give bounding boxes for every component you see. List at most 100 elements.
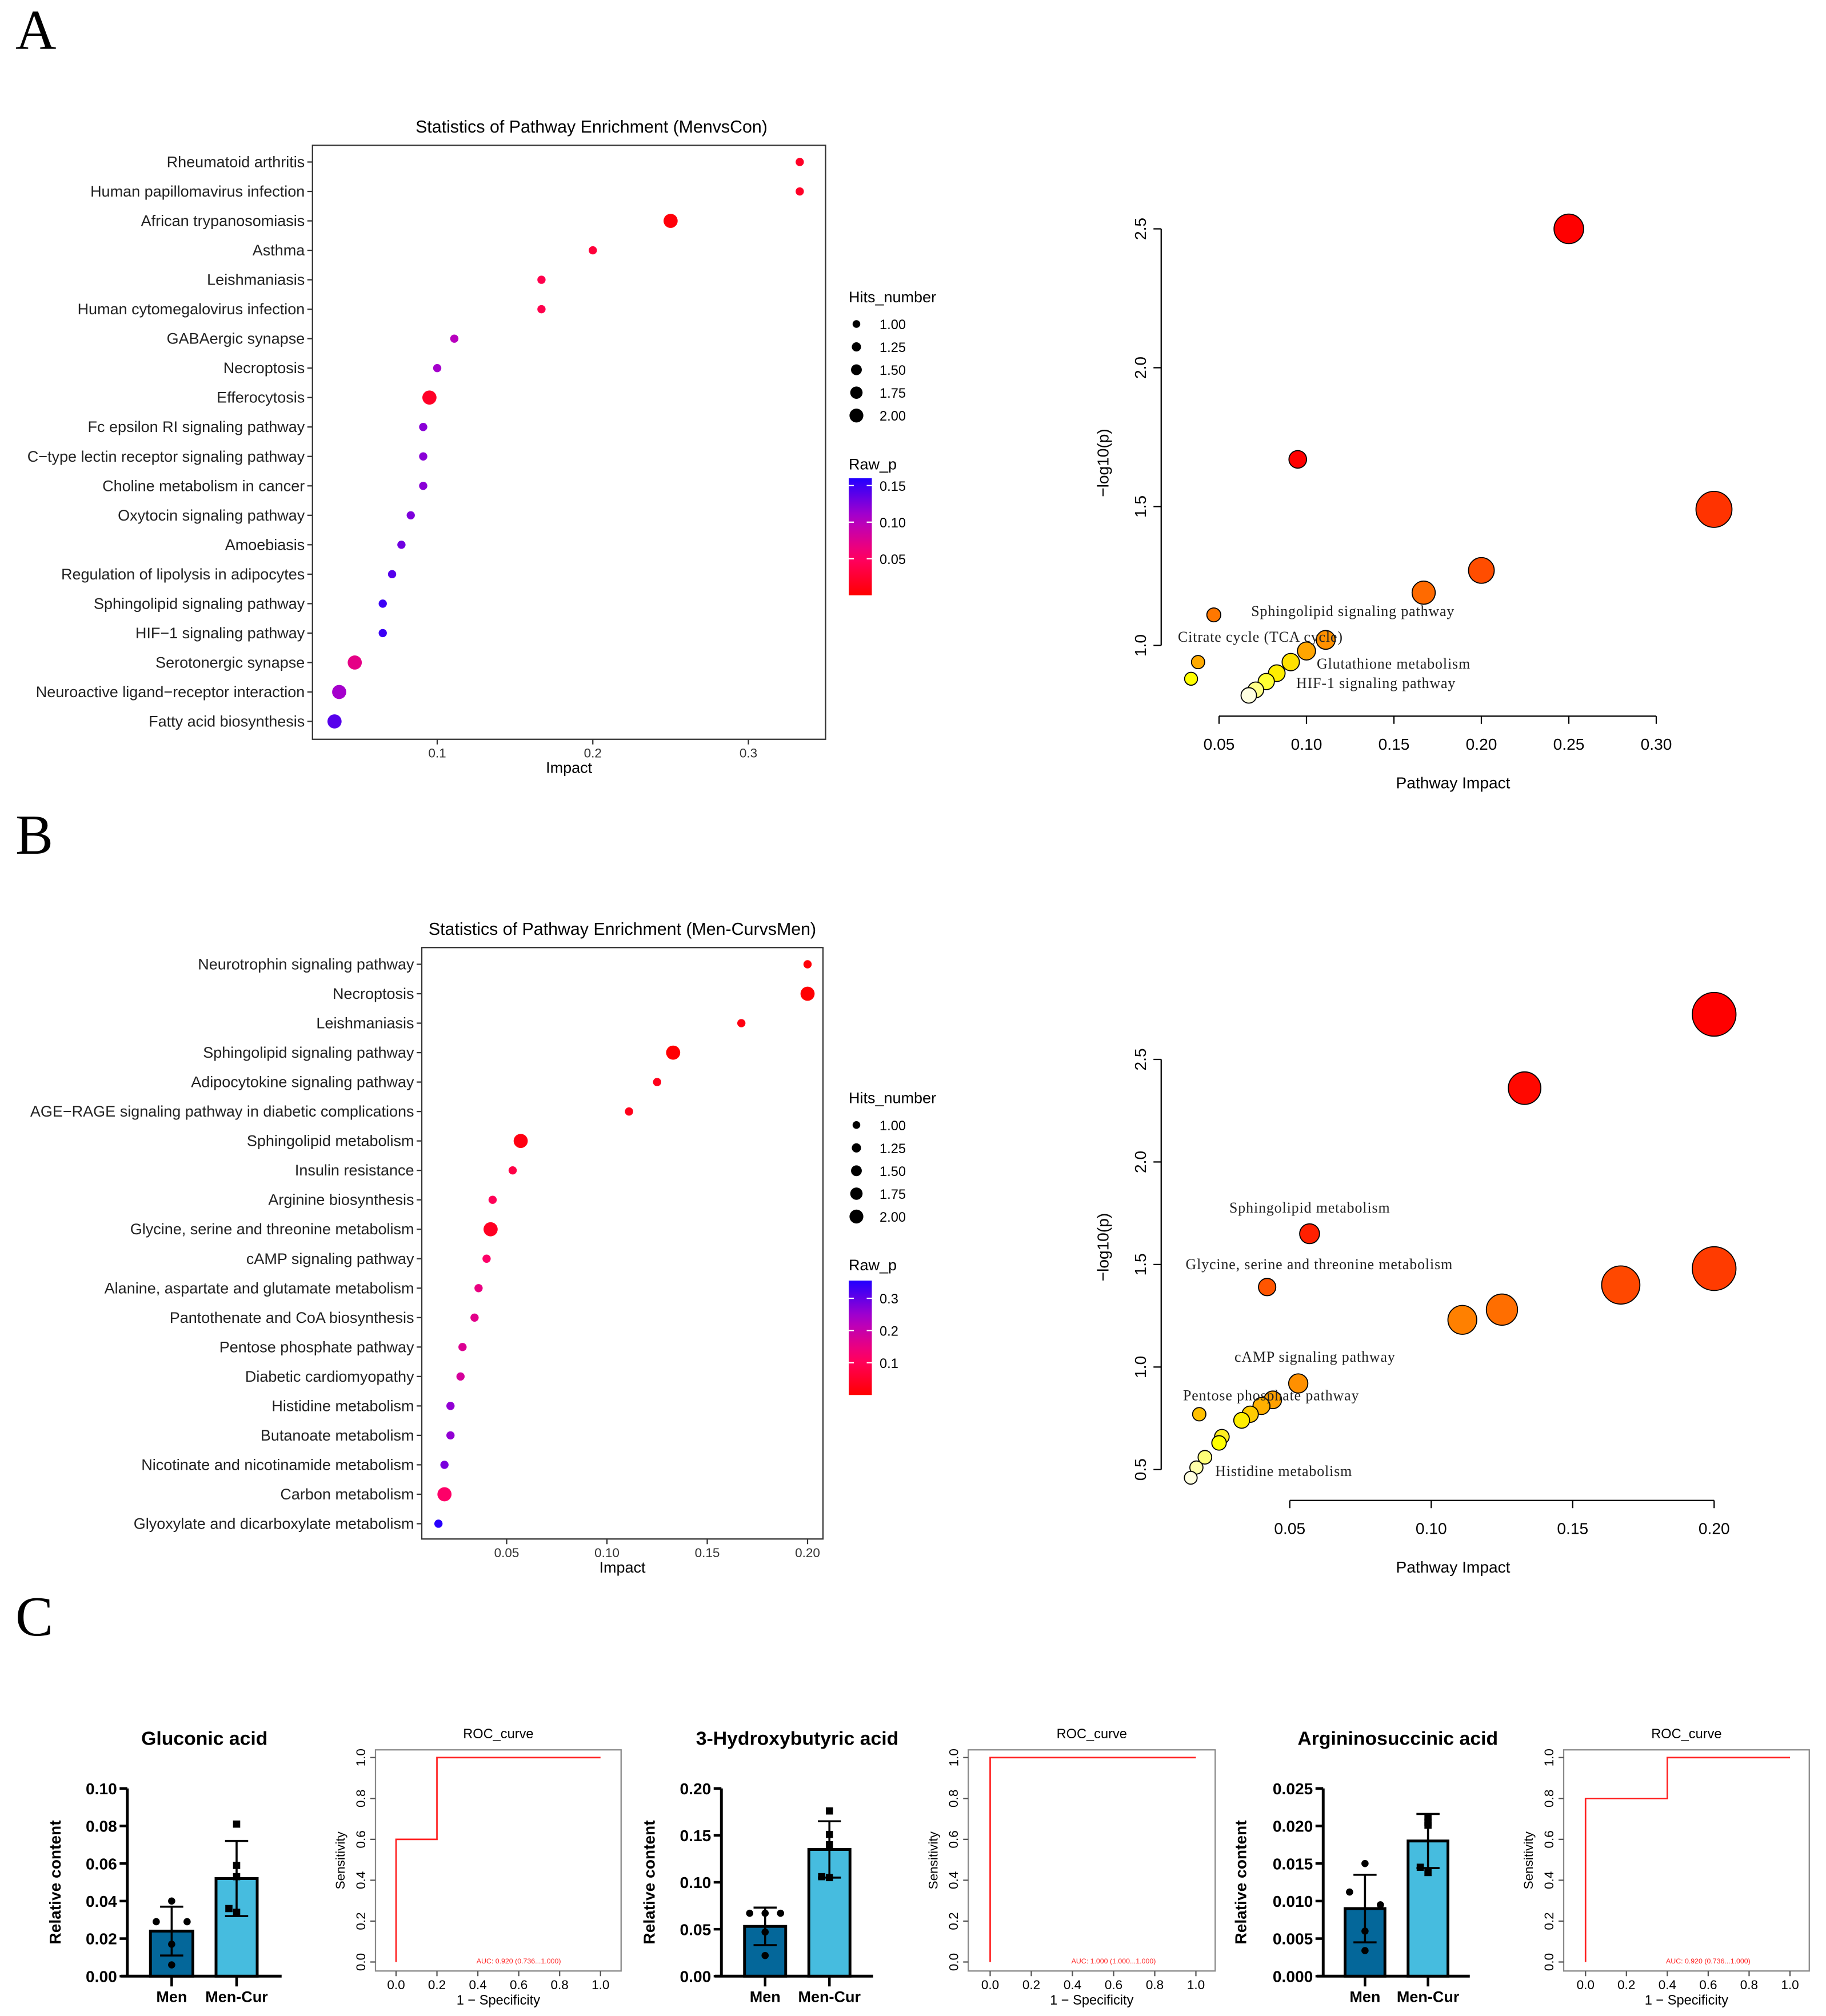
category-label: cAMP signaling pathway (246, 1250, 414, 1267)
data-point (825, 1830, 833, 1838)
category-label: Human papillomavirus infection (90, 183, 305, 200)
auc-label: AUC: 0.920 (0.736...1.000) (477, 1957, 561, 1965)
category-label: Diabetic cardiomyopathy (245, 1368, 414, 1385)
x-axis-label: 1 − Specificity (1645, 1993, 1729, 2008)
bubble (1233, 1411, 1250, 1429)
category-label: Pantothenate and CoA biosynthesis (170, 1309, 414, 1326)
legend-size-label: 1.25 (880, 341, 906, 355)
y-tick-label: 0.10 (86, 1780, 117, 1798)
x-tick-label: 0.2 (1617, 1978, 1635, 1992)
data-point (474, 1284, 483, 1293)
data-point (378, 599, 387, 608)
category-label: Glycine, serine and threonine metabolism (130, 1221, 414, 1238)
y-tick-label: 0.05 (680, 1921, 712, 1938)
x-axis-label: Pathway Impact (1396, 774, 1511, 791)
category-label: African trypanosomiasis (141, 213, 305, 230)
y-tick-label: 0.4 (1542, 1871, 1556, 1889)
data-point (233, 1820, 241, 1828)
x-tick-label: 0.4 (469, 1978, 486, 1992)
legend-size-marker (849, 409, 864, 423)
y-tick-label: 2.5 (1132, 218, 1149, 240)
category-label: Carbon metabolism (280, 1486, 414, 1503)
data-point (347, 655, 362, 670)
legend-size-label: 1.25 (880, 1142, 906, 1157)
data-point (406, 511, 415, 519)
y-tick-label: 1.0 (946, 1749, 961, 1766)
x-axis-label: Impact (546, 759, 593, 776)
category-label: Sphingolipid signaling pathway (203, 1044, 414, 1061)
bubble (1197, 1450, 1213, 1465)
data-point (327, 714, 342, 729)
x-tick-label: 0.30 (1641, 735, 1672, 753)
x-tick-label: 0.0 (1577, 1978, 1595, 1992)
bubble (1485, 1293, 1519, 1326)
y-tick-label: 0.0 (946, 1953, 961, 1971)
color-bar-label: 0.05 (880, 553, 906, 567)
y-tick-label: 1.0 (1542, 1749, 1556, 1766)
category-label: Asthma (253, 242, 306, 259)
x-tick-label: 0.1 (428, 746, 446, 760)
x-tick-label: 0.05 (1204, 735, 1235, 753)
data-point (387, 570, 397, 579)
data-point (233, 1862, 241, 1869)
x-tick-label: 0.8 (1740, 1978, 1758, 1992)
bubble-annotation: cAMP signaling pathway (1234, 1349, 1396, 1365)
y-tick-label: 2.0 (1132, 1151, 1149, 1173)
data-point (664, 214, 678, 228)
y-tick-label: 0.0 (1542, 1953, 1556, 1971)
data-point (825, 1807, 833, 1815)
bubble (1447, 1305, 1477, 1335)
y-tick-label: 0.06 (86, 1855, 117, 1873)
data-point (796, 187, 804, 196)
legend-size-marker (850, 1187, 863, 1200)
chart-title: Statistics of Pathway Enrichment (MenvsC… (415, 118, 768, 137)
legend-size-label: 1.00 (880, 1119, 906, 1134)
data-point (332, 685, 346, 699)
y-tick-label: 1.5 (1132, 1253, 1149, 1275)
y-tick-label: 1.5 (1132, 495, 1149, 518)
category-label: Sphingolipid signaling pathway (94, 595, 305, 612)
auc-label: AUC: 1.000 (1.000...1.000) (1072, 1957, 1156, 1965)
data-point (796, 158, 804, 166)
bubble-annotation: Pentose phosphate pathway (1183, 1387, 1359, 1403)
x-tick-label: 0.10 (594, 1546, 620, 1560)
data-point (825, 1874, 833, 1882)
category-label: Regulation of lipolysis in adipocytes (61, 566, 305, 583)
color-bar-label: 0.1 (880, 1357, 898, 1371)
category-label: Serotonergic synapse (155, 654, 305, 671)
legend-color-title: Raw_p (849, 1257, 897, 1274)
data-point (168, 1961, 175, 1969)
y-tick-label: 0.2 (354, 1912, 368, 1930)
legend-size-marker (849, 1209, 864, 1224)
y-axis-label: Sensitivity (333, 1831, 347, 1889)
data-point (818, 1873, 826, 1881)
y-tick-label: 0.2 (1542, 1912, 1556, 1930)
bubble (1316, 630, 1336, 650)
data-point (1361, 1947, 1369, 1954)
data-point (482, 1254, 491, 1263)
plot-frame (1563, 1749, 1810, 1972)
plot-frame (968, 1749, 1216, 1972)
data-point (446, 1431, 455, 1440)
category-label: Amoebiasis (225, 536, 305, 553)
data-point (168, 1897, 175, 1905)
x-tick-label: 0.6 (1699, 1978, 1717, 1992)
data-point (1424, 1869, 1432, 1877)
bubble (1288, 1373, 1309, 1394)
bubble (1508, 1071, 1541, 1105)
bubble-annotation: Sphingolipid signaling pathway (1251, 603, 1455, 619)
y-tick-label: 0.020 (1273, 1818, 1313, 1835)
data-point (761, 1928, 769, 1936)
data-point (737, 1019, 746, 1027)
y-axis-label: Relative content (46, 1820, 64, 1945)
data-point (825, 1841, 833, 1849)
chart-title: Argininosuccinic acid (1297, 1727, 1498, 1749)
plot-frame (311, 145, 826, 740)
data-point (433, 363, 442, 373)
data-point (761, 1951, 769, 1959)
data-point (1361, 1859, 1369, 1867)
category-label: Neuroactive ligand−receptor interaction (36, 683, 305, 701)
chart-title: Statistics of Pathway Enrichment (Men-Cu… (429, 920, 816, 939)
legend-size-title: Hits_number (849, 289, 936, 306)
x-tick-label: 1.0 (1187, 1978, 1205, 1992)
